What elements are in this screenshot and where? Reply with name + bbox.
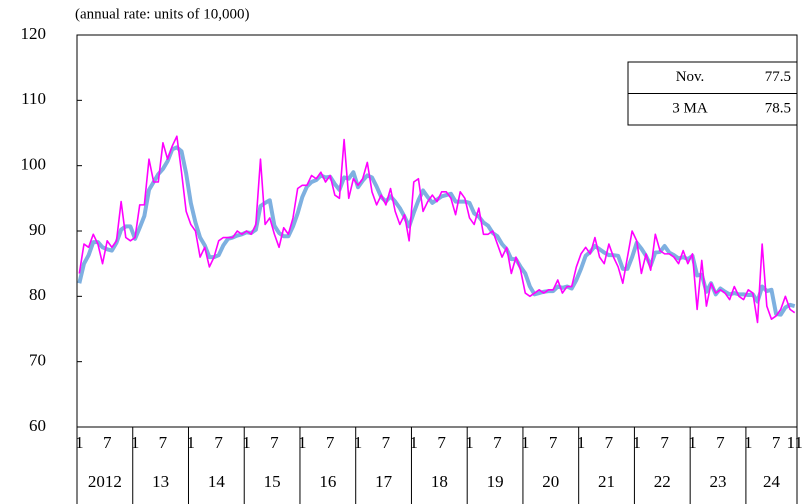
series-line	[77, 145, 796, 317]
x-tick-label: 1	[354, 433, 363, 452]
x-tick-label: 1	[632, 433, 641, 452]
annotation-value: 78.5	[765, 101, 791, 117]
x-tick-label: 1	[131, 433, 140, 452]
x-tick-label: 7	[270, 433, 279, 452]
x-tick-label: 7	[549, 433, 558, 452]
annotation-label: Nov.	[676, 69, 705, 85]
year-label: 15	[264, 472, 281, 491]
x-tick-label: 7	[326, 433, 335, 452]
annotation-value: 77.5	[765, 69, 791, 85]
year-label: 17	[375, 472, 393, 491]
y-tick-label: 80	[29, 285, 46, 304]
year-label: 18	[431, 472, 448, 491]
series-line	[78, 135, 796, 324]
x-tick-label: 7	[159, 433, 168, 452]
x-tick-label: 1	[744, 433, 753, 452]
x-tick-label: 1	[410, 433, 419, 452]
x-tick-label: 7	[214, 433, 223, 452]
year-label: 23	[710, 472, 727, 491]
x-tick-label: 7	[716, 433, 725, 452]
x-tick-label: 1	[75, 433, 84, 452]
x-tick-label: 1	[521, 433, 530, 452]
annotation-label: 3 MA	[672, 101, 708, 117]
y-tick-label: 120	[21, 24, 47, 43]
x-tick-label: 1	[577, 433, 586, 452]
x-tick-label: 1	[688, 433, 697, 452]
x-tick-label: 1	[187, 433, 196, 452]
x-tick-label: 7	[493, 433, 502, 452]
y-tick-label: 60	[29, 416, 46, 435]
x-tick-label: 1	[298, 433, 307, 452]
chart-subtitle: (annual rate: units of 10,000)	[75, 6, 250, 22]
year-label: 22	[654, 472, 671, 491]
x-tick-label: 7	[437, 433, 446, 452]
y-tick-label: 100	[21, 155, 47, 174]
year-label: 19	[487, 472, 504, 491]
x-tick-label: 7	[772, 433, 781, 452]
year-label: 14	[208, 472, 226, 491]
x-tick-label: 7	[660, 433, 669, 452]
year-label: 2012	[88, 472, 122, 491]
year-label: 21	[598, 472, 615, 491]
y-tick-label: 70	[29, 351, 46, 370]
x-tick-label: 7	[103, 433, 112, 452]
year-label: 16	[319, 472, 336, 491]
x-tick-label: 7	[605, 433, 614, 452]
x-tick-label: 1	[465, 433, 474, 452]
year-label: 13	[152, 472, 169, 491]
x-tick-label: 7	[382, 433, 391, 452]
year-label: 24	[763, 472, 781, 491]
x-tick-label: 11	[786, 433, 802, 452]
x-tick-label: 1	[242, 433, 251, 452]
year-label: 20	[542, 472, 559, 491]
y-tick-label: 110	[21, 89, 46, 108]
y-tick-label: 90	[29, 220, 46, 239]
